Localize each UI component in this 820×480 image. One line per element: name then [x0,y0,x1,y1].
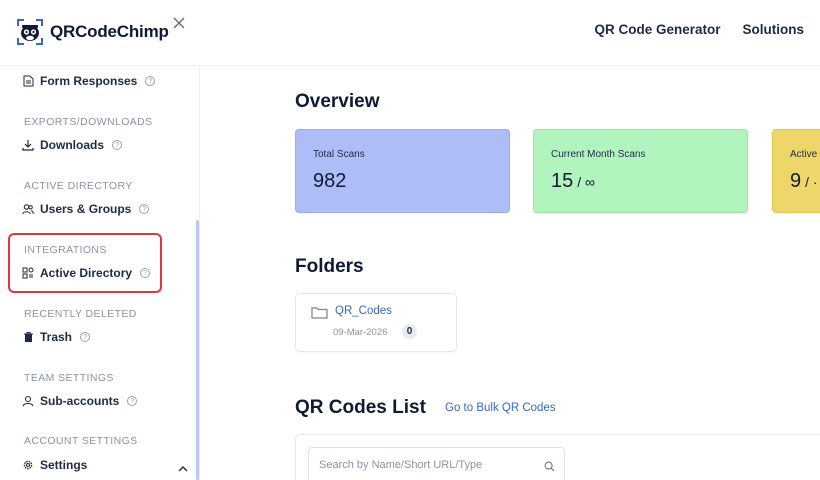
folder-count-badge: 0 [402,324,417,339]
overview-title: Overview [295,91,380,112]
sidebar-item-downloads[interactable]: Downloads ? [22,138,123,152]
qr-codes-list-title: QR Codes List [295,397,426,418]
download-icon [22,139,34,151]
stat-card-total-scans: Total Scans 982 [295,129,510,213]
section-account-settings: ACCOUNT SETTINGS [24,435,138,447]
chimp-logo-icon [16,18,44,46]
sidebar-item-users-groups[interactable]: Users & Groups ? [22,202,150,216]
section-recently-deleted: RECENTLY DELETED [24,308,137,320]
sidebar-item-label: Settings [40,458,88,472]
section-exports: EXPORTS/DOWNLOADS [24,116,153,128]
gear-icon [22,459,34,471]
close-icon [173,17,185,29]
stat-value: 9/ · [790,170,818,192]
close-sidebar-button[interactable] [170,14,188,32]
sidebar-item-label: Form Responses [40,74,138,88]
user-icon [22,395,34,407]
document-icon [22,75,34,87]
stat-card-active: Active 9/ · [772,129,820,213]
stat-value: 982 [313,170,347,192]
logo-text: QRCodeChimp [50,22,169,41]
stat-card-current-month-scans: Current Month Scans 15/ ∞ [533,129,748,213]
nav-qr-code-generator[interactable]: QR Code Generator [594,22,721,37]
folder-name[interactable]: QR_Codes [335,305,392,317]
sidebar-item-label: Users & Groups [40,202,132,216]
sidebar-item-label: Trash [40,330,73,344]
stat-label: Current Month Scans [551,149,646,160]
sidebar-item-form-responses[interactable]: Form Responses ? [22,74,156,88]
search-box[interactable] [308,447,565,480]
directory-icon [22,267,34,279]
section-team-settings: TEAM SETTINGS [24,372,114,384]
section-integrations: INTEGRATIONS [24,244,107,256]
sidebar-item-active-directory[interactable]: Active Directory ? [22,266,151,280]
folder-card[interactable]: QR_Codes 09-Mar-2026 0 [295,293,457,352]
help-icon[interactable]: ? [80,332,91,342]
stat-label: Active [790,149,818,160]
help-icon[interactable]: ? [112,140,123,150]
sidebar-divider [199,66,200,480]
folders-title: Folders [295,256,364,277]
users-icon [22,203,34,215]
help-icon[interactable]: ? [127,396,138,406]
search-input[interactable] [319,456,539,474]
top-nav: QR Code Generator Solutions [594,22,804,37]
trash-icon [22,331,34,343]
sidebar-item-sub-accounts[interactable]: Sub-accounts ? [22,394,138,408]
logo[interactable]: QRCodeChimp [16,16,169,48]
sidebar-item-trash[interactable]: Trash ? [22,330,91,344]
sidebar-item-label: Downloads [40,138,105,152]
sidebar-scrollbar[interactable] [196,220,199,480]
sidebar-item-settings[interactable]: Settings [22,458,87,472]
help-icon[interactable]: ? [140,268,151,278]
folder-date: 09-Mar-2026 [333,327,388,338]
help-icon[interactable]: ? [145,76,156,86]
bulk-qr-codes-link[interactable]: Go to Bulk QR Codes [445,402,556,414]
chevron-up-icon[interactable] [178,459,188,477]
sidebar [0,66,200,480]
top-bar: QRCodeChimp QR Code Generator Solutions [0,0,820,66]
sidebar-item-label: Sub-accounts [40,394,120,408]
section-active-directory: ACTIVE DIRECTORY [24,180,133,192]
sidebar-item-label: Active Directory [40,266,133,280]
help-icon[interactable]: ? [139,204,150,214]
folder-icon [311,306,328,324]
stat-value: 15/ ∞ [551,170,596,192]
stat-label: Total Scans [313,149,365,160]
search-icon[interactable] [544,459,555,477]
nav-solutions[interactable]: Solutions [742,22,805,37]
highlight-outline [8,233,162,293]
